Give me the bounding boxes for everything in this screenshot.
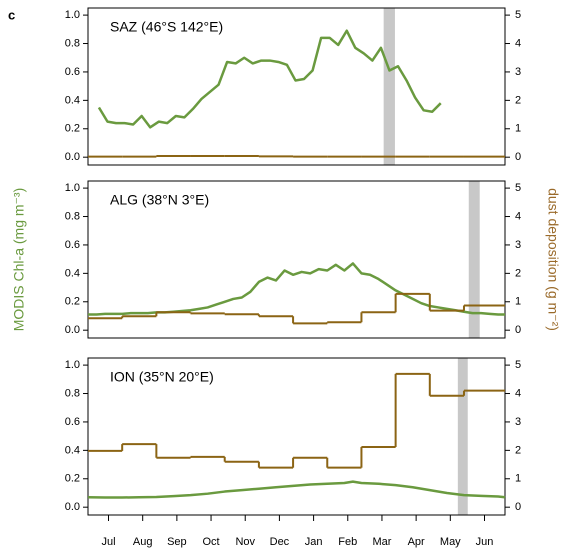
x-tick-label: Jan: [305, 536, 323, 548]
panel-label: c: [8, 7, 15, 22]
y-tick-label: 0.6: [65, 66, 80, 78]
panel-title: ALG (38°N 3°E): [110, 192, 209, 208]
x-tick-label: Dec: [270, 536, 290, 548]
y-tick-label: 0.0: [65, 324, 80, 336]
x-tick-label: Mar: [372, 536, 391, 548]
y-tick-label: 0.6: [65, 239, 80, 251]
y2-tick-label: 2: [515, 444, 521, 456]
y2-tick-label: 3: [515, 66, 521, 78]
x-tick-label: Nov: [235, 536, 255, 548]
y2-tick-label: 2: [515, 267, 521, 279]
y2-tick-label: 2: [515, 94, 521, 106]
panel-title: SAZ (46°S 142°E): [110, 19, 223, 35]
x-tick-label: Aug: [133, 536, 153, 548]
y-tick-label: 0.4: [65, 94, 80, 106]
x-tick-label: Jun: [476, 536, 494, 548]
y2-tick-label: 1: [515, 473, 521, 485]
y2-tick-label: 4: [515, 210, 521, 222]
plot-frame: [87, 357, 506, 516]
y-tick-label: 0.2: [65, 473, 80, 485]
y-tick-label: 0.4: [65, 267, 80, 279]
x-tick-label: Apr: [408, 536, 425, 548]
y-tick-label: 0.8: [65, 387, 80, 399]
y-tick-label: 0.2: [65, 123, 80, 135]
plot-frame: [87, 7, 506, 166]
y2-tick-label: 1: [515, 123, 521, 135]
y-tick-label: 0.2: [65, 296, 80, 308]
x-tick-label: Sep: [167, 536, 187, 548]
chl-line: [88, 262, 505, 316]
x-tick-label: Feb: [338, 536, 357, 548]
y-tick-label: 0.8: [65, 37, 80, 49]
chl-line: [97, 29, 442, 129]
y2-tick-label: 5: [515, 182, 521, 194]
plot-frame: [87, 180, 506, 339]
y2-tick-label: 4: [515, 37, 521, 49]
y2-tick-label: 4: [515, 387, 521, 399]
panel-title: ION (35°N 20°E): [110, 369, 214, 385]
y2-axis-label: dust deposition (g m⁻²): [545, 188, 561, 331]
y2-tick-label: 3: [515, 416, 521, 428]
y2-tick-label: 0: [515, 151, 521, 163]
highlight-band: [383, 8, 395, 165]
x-tick-label: May: [440, 536, 461, 548]
y-tick-label: 0.0: [65, 501, 80, 513]
y-tick-label: 1.0: [65, 182, 80, 194]
y-axis-label: MODIS Chl-a (mg m⁻³): [11, 188, 27, 332]
y2-tick-label: 3: [515, 239, 521, 251]
y2-tick-label: 5: [515, 359, 521, 371]
y2-tick-label: 0: [515, 324, 521, 336]
y-tick-label: 0.8: [65, 210, 80, 222]
x-tick-label: Oct: [202, 536, 219, 548]
highlight-band: [457, 358, 468, 515]
y2-tick-label: 1: [515, 296, 521, 308]
y-tick-label: 1.0: [65, 359, 80, 371]
y-tick-label: 0.6: [65, 416, 80, 428]
y2-tick-label: 5: [515, 9, 521, 21]
highlight-band: [468, 181, 480, 338]
y-tick-label: 1.0: [65, 9, 80, 21]
y-tick-label: 0.0: [65, 151, 80, 163]
y2-tick-label: 0: [515, 501, 521, 513]
x-tick-label: Jul: [101, 536, 115, 548]
chl-line: [87, 480, 506, 499]
y-tick-label: 0.4: [65, 444, 80, 456]
